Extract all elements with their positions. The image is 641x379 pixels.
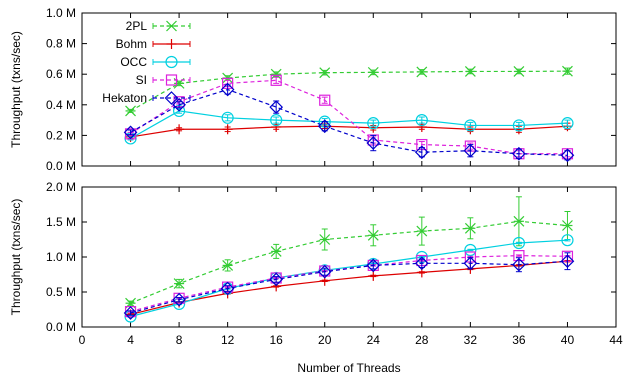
data-point-hekaton [366,258,381,273]
x-tick-label: 44 [609,333,623,347]
plot-frame [81,186,617,328]
series-2pl [125,196,573,309]
series-bohm [125,121,573,142]
series-hekaton [123,82,575,163]
data-point-hekaton [560,148,575,163]
y-tick-label: 0.4 M [46,98,76,112]
legend-marker-occ [165,55,178,69]
y-tick-label: 0.2 M [46,128,76,142]
data-point-si [319,94,331,106]
data-point-occ [464,243,477,257]
series-hekaton [123,252,575,320]
series-line-2pl [130,70,568,112]
data-point-occ [464,119,477,132]
series-occ [124,104,574,145]
data-point-hekaton [512,257,526,272]
data-point-si [270,74,282,86]
data-point-hekaton [269,272,284,287]
data-point-hekaton [317,264,332,279]
legend-marker-hekaton [164,91,179,105]
x-tick-label: 12 [221,333,235,347]
legend-label: 2PL [126,19,148,33]
y-tick-label: 1.0 M [46,250,76,264]
series-bohm [125,256,573,320]
plot-frame [81,12,617,167]
series-line-si [130,79,568,155]
data-point-occ [270,113,283,127]
data-point-hekaton [123,125,138,140]
data-point-hekaton [463,256,478,271]
data-point-hekaton [269,100,284,114]
series-si [124,250,574,318]
series-line-bohm [130,125,568,138]
x-tick-label: 32 [464,333,478,347]
x-tick-label: 16 [270,333,284,347]
data-point-occ [415,113,428,127]
data-point-occ [512,119,526,132]
y-tick-label: 0.0 M [46,159,76,173]
data-point-hekaton [172,97,186,112]
series-line-bohm [130,260,568,315]
data-point-occ [512,236,526,250]
x-tick-label: 28 [415,333,429,347]
chart-panel-1: 0.0 M 0.2 M 0.4 M 0.6 M 0.8 M 1.0 M Throughput… [9,6,617,173]
series-line-occ [130,239,568,318]
data-point-hekaton [560,254,575,269]
legend: 2PL Bohm OCC SI Hekaton [102,19,191,105]
data-point-hekaton [366,136,381,150]
x-tick-label: 4 [127,333,134,347]
series-line-hekaton [130,260,568,314]
y-axis-label: Throughput (txns/sec) [9,199,23,316]
data-point-occ [561,234,574,247]
x-tick-label: 8 [176,333,183,347]
chart-panel-2: 0.0 M 0.5 M 1.0 M 1.5 M 2.0 M 0 4 8 12 16 20 24 28 32… [9,180,623,375]
data-point-hekaton [123,306,138,320]
data-point-hekaton [414,145,429,160]
data-point-hekaton [172,292,186,307]
series-line-si [130,254,568,313]
series-2pl [125,65,573,117]
y-tick-label: 2.0 M [46,180,76,194]
y-tick-label: 1.0 M [46,6,76,20]
data-point-occ [561,117,574,130]
x-tick-label: 36 [512,333,526,347]
x-tick-label: 40 [561,333,575,347]
y-tick-label: 0.6 M [46,67,76,81]
legend-label: SI [136,73,147,87]
legend-label: Bohm [116,37,147,51]
x-tick-label: 24 [367,333,381,347]
x-tick-label: 20 [318,333,332,347]
y-tick-label: 0.0 M [46,320,76,334]
data-point-hekaton [317,119,332,134]
legend-label: Hekaton [102,91,147,105]
x-tick-label: 0 [79,333,86,347]
x-axis-label: Number of Threads [297,361,400,375]
series-line-occ [130,110,568,139]
y-tick-label: 0.5 M [46,285,76,299]
data-point-hekaton [220,281,235,296]
data-point-hekaton [414,256,429,271]
legend-marker-si [165,74,178,86]
data-point-hekaton [220,82,235,97]
data-point-occ [221,111,234,124]
data-point-hekaton [463,143,478,158]
data-point-hekaton [512,146,526,161]
y-tick-label: 0.8 M [46,37,76,51]
data-point-occ [367,117,380,130]
series-line-2pl [130,220,568,304]
y-axis-label: Throughput (txns/sec) [9,31,23,148]
series-si [124,74,574,160]
y-tick-label: 1.5 M [46,215,76,229]
legend-label: OCC [120,55,147,69]
